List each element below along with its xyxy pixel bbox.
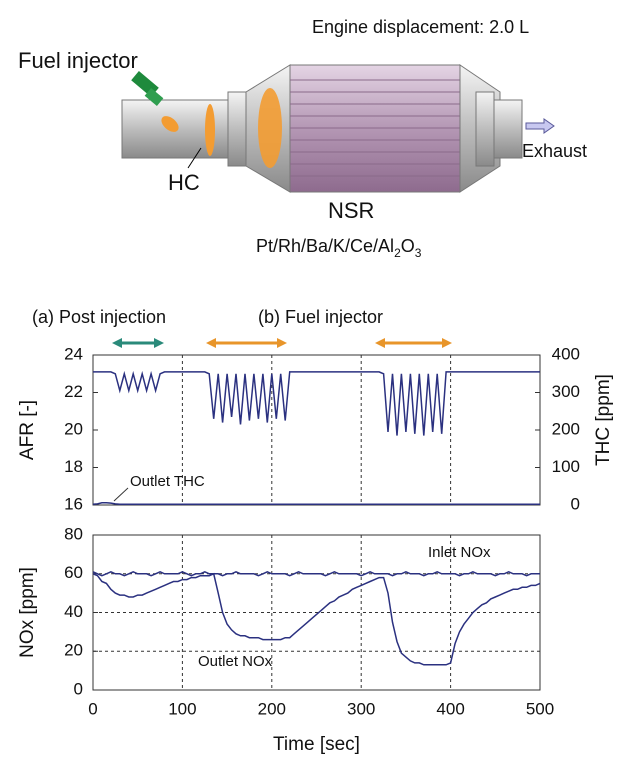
data-line <box>93 372 540 436</box>
catalyst-part: 3 <box>415 246 422 260</box>
x-tick-label: 0 <box>88 699 97 718</box>
y-tick-label: 22 <box>64 382 83 401</box>
range-arrowhead <box>206 338 216 348</box>
x-tick-label: 200 <box>258 699 286 718</box>
range-arrowhead <box>375 338 385 348</box>
annotation: Inlet NOx <box>428 544 491 561</box>
y2-axis-label: THC [ppm] <box>593 374 614 466</box>
data-line <box>93 503 540 505</box>
y-tick-label: 60 <box>64 563 83 582</box>
y-tick-label: 0 <box>74 679 83 698</box>
x-tick-label: 400 <box>436 699 464 718</box>
catalyst-part: Pt/Rh/Ba/K/Ce/Al <box>256 236 394 256</box>
y-tick-label: 16 <box>64 494 83 513</box>
annotation: Outlet THC <box>130 473 205 490</box>
annotation: (b) Fuel injector <box>258 307 383 327</box>
annotation: (a) Post injection <box>32 307 166 327</box>
hc-label: HC <box>168 170 200 195</box>
pointer <box>114 488 128 501</box>
exhaust-diagram: Engine displacement: 2.0 L Fuel injector… <box>18 17 587 260</box>
nsr-label: NSR <box>328 198 374 223</box>
range-arrowhead <box>442 338 452 348</box>
x-tick-label: 300 <box>347 699 375 718</box>
x-axis-label: Time [sec] <box>273 734 360 755</box>
x-tick-label: 500 <box>526 699 554 718</box>
catalyst-part: O <box>401 236 415 256</box>
y-tick-label: 40 <box>64 602 83 621</box>
y-tick-label: 20 <box>64 641 83 660</box>
y2-tick-label: 400 <box>552 344 580 363</box>
y-tick-label: 20 <box>64 419 83 438</box>
y-tick-label: 24 <box>64 344 83 363</box>
y2-tick-label: 100 <box>552 457 580 476</box>
catalyst-label: Pt/Rh/Ba/K/Ce/Al2O3 <box>256 236 422 260</box>
displacement-label: Engine displacement: 2.0 L <box>312 17 529 37</box>
y2-tick-label: 300 <box>552 382 580 401</box>
y-axis-label: AFR [-] <box>17 400 38 460</box>
range-arrowhead <box>277 338 287 348</box>
y2-tick-label: 0 <box>571 494 580 513</box>
y-tick-label: 80 <box>64 524 83 543</box>
injector-label: Fuel injector <box>18 48 138 73</box>
y-axis-label: NOx [ppm] <box>17 567 38 658</box>
annotation: Outlet NOx <box>198 653 273 670</box>
y2-tick-label: 200 <box>552 419 580 438</box>
exhaust-label: Exhaust <box>522 141 587 161</box>
figure: Engine displacement: 2.0 L Fuel injector… <box>0 0 622 760</box>
x-tick-label: 100 <box>168 699 196 718</box>
range-arrowhead <box>154 338 164 348</box>
range-arrowhead <box>112 338 122 348</box>
y-tick-label: 18 <box>64 457 83 476</box>
